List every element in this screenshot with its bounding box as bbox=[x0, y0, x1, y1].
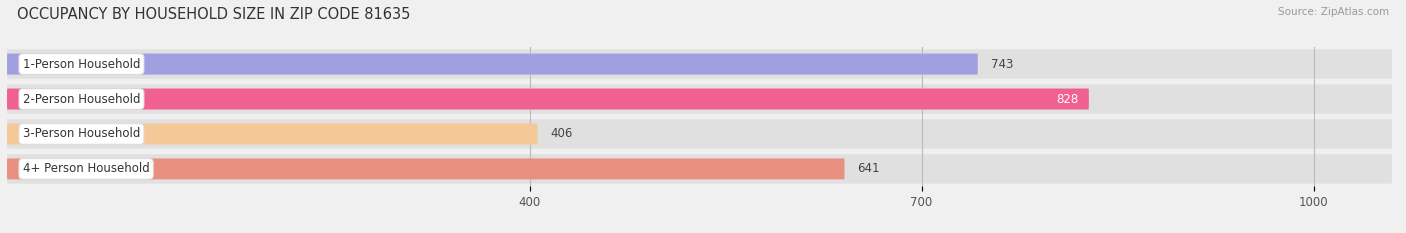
FancyBboxPatch shape bbox=[7, 84, 1392, 114]
FancyBboxPatch shape bbox=[7, 158, 845, 179]
Text: 828: 828 bbox=[1056, 93, 1078, 106]
Text: 3-Person Household: 3-Person Household bbox=[22, 127, 141, 140]
FancyBboxPatch shape bbox=[7, 89, 1088, 110]
FancyBboxPatch shape bbox=[7, 49, 1392, 79]
Text: 1-Person Household: 1-Person Household bbox=[22, 58, 141, 71]
FancyBboxPatch shape bbox=[7, 54, 977, 75]
FancyBboxPatch shape bbox=[7, 154, 1392, 184]
Text: 2-Person Household: 2-Person Household bbox=[22, 93, 141, 106]
Text: 406: 406 bbox=[551, 127, 572, 140]
FancyBboxPatch shape bbox=[7, 119, 1392, 149]
Text: 641: 641 bbox=[858, 162, 880, 175]
Text: OCCUPANCY BY HOUSEHOLD SIZE IN ZIP CODE 81635: OCCUPANCY BY HOUSEHOLD SIZE IN ZIP CODE … bbox=[17, 7, 411, 22]
Text: 4+ Person Household: 4+ Person Household bbox=[22, 162, 149, 175]
Text: 743: 743 bbox=[991, 58, 1014, 71]
Text: Source: ZipAtlas.com: Source: ZipAtlas.com bbox=[1278, 7, 1389, 17]
FancyBboxPatch shape bbox=[7, 123, 537, 144]
